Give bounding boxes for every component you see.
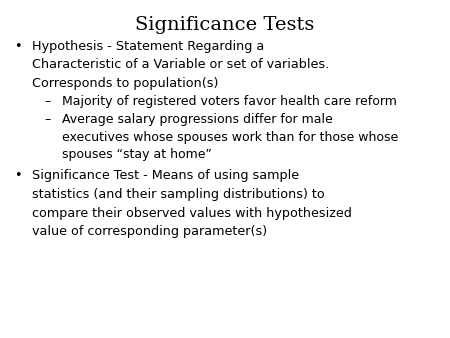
Text: statistics (and their sampling distributions) to: statistics (and their sampling distribut… xyxy=(32,188,325,201)
Text: Significance Tests: Significance Tests xyxy=(135,16,315,34)
Text: Corresponds to population(s): Corresponds to population(s) xyxy=(32,77,218,90)
Text: executives whose spouses work than for those whose: executives whose spouses work than for t… xyxy=(62,130,398,144)
Text: value of corresponding parameter(s): value of corresponding parameter(s) xyxy=(32,225,267,238)
Text: Hypothesis - Statement Regarding a: Hypothesis - Statement Regarding a xyxy=(32,40,264,53)
Text: Characteristic of a Variable or set of variables.: Characteristic of a Variable or set of v… xyxy=(32,58,329,72)
Text: compare their observed values with hypothesized: compare their observed values with hypot… xyxy=(32,207,352,219)
Text: Average salary progressions differ for male: Average salary progressions differ for m… xyxy=(62,113,333,126)
Text: •: • xyxy=(14,40,22,53)
Text: Majority of registered voters favor health care reform: Majority of registered voters favor heal… xyxy=(62,96,397,108)
Text: spouses “stay at home”: spouses “stay at home” xyxy=(62,148,212,161)
Text: –: – xyxy=(45,96,51,108)
Text: •: • xyxy=(14,169,22,183)
Text: –: – xyxy=(45,113,51,126)
Text: Significance Test - Means of using sample: Significance Test - Means of using sampl… xyxy=(32,169,299,183)
